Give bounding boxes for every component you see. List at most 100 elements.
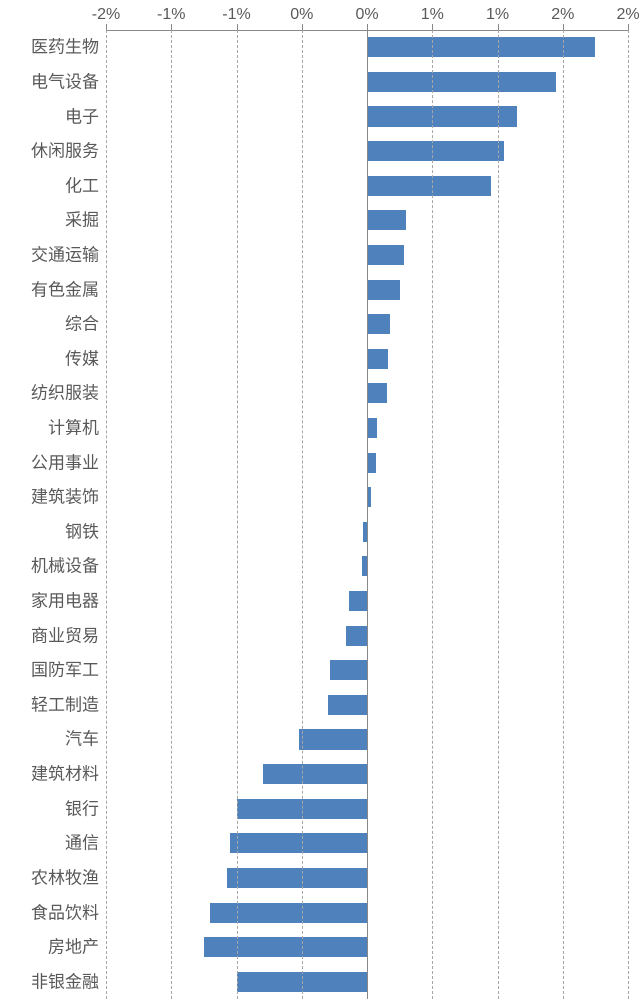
- chart-row: 非银金融: [0, 964, 640, 999]
- gridline: [106, 30, 107, 999]
- bar: [204, 937, 367, 957]
- bar: [210, 903, 367, 923]
- category-label: 农林牧渔: [31, 869, 99, 886]
- bar: [227, 868, 367, 888]
- bar: [230, 833, 367, 853]
- bar: [263, 764, 367, 784]
- x-axis-tick-label: 1%: [486, 6, 509, 24]
- x-axis-tick-label: -1%: [157, 6, 185, 24]
- chart-row: 纺织服装: [0, 376, 640, 411]
- chart-row: 家用电器: [0, 584, 640, 619]
- category-label: 钢铁: [65, 523, 99, 540]
- bar: [367, 176, 491, 196]
- bar: [367, 141, 504, 161]
- chart-row: 计算机: [0, 411, 640, 446]
- x-axis-tick-label: 1%: [421, 6, 444, 24]
- chart-row: 建筑材料: [0, 757, 640, 792]
- chart-row: 化工: [0, 168, 640, 203]
- chart-row: 农林牧渔: [0, 861, 640, 896]
- bar: [349, 591, 367, 611]
- x-axis-tick-label: -2%: [92, 6, 120, 24]
- chart-rows: 医药生物电气设备电子休闲服务化工采掘交通运输有色金属综合传媒纺织服装计算机公用事…: [0, 30, 640, 999]
- chart-row: 钢铁: [0, 515, 640, 550]
- plot-area: 医药生物电气设备电子休闲服务化工采掘交通运输有色金属综合传媒纺织服装计算机公用事…: [0, 30, 640, 999]
- category-label: 医药生物: [31, 39, 99, 56]
- chart-row: 传媒: [0, 341, 640, 376]
- gridline: [498, 30, 499, 999]
- bar: [346, 626, 367, 646]
- category-label: 轻工制造: [31, 696, 99, 713]
- x-axis-tick-label: 2%: [616, 6, 639, 24]
- bar: [367, 418, 377, 438]
- gridline: [432, 30, 433, 999]
- gridline: [563, 30, 564, 999]
- gridline: [302, 30, 303, 999]
- chart-row: 国防军工: [0, 653, 640, 688]
- chart-row: 机械设备: [0, 549, 640, 584]
- chart-row: 综合: [0, 307, 640, 342]
- bar: [367, 383, 387, 403]
- zero-axis-line: [367, 30, 368, 999]
- chart-row: 电子: [0, 99, 640, 134]
- chart-row: 通信: [0, 826, 640, 861]
- gridline: [628, 30, 629, 999]
- bar: [367, 106, 517, 126]
- category-label: 银行: [65, 800, 99, 817]
- category-label: 建筑材料: [31, 766, 99, 783]
- category-label: 国防军工: [31, 662, 99, 679]
- chart-row: 建筑装饰: [0, 480, 640, 515]
- gridline: [171, 30, 172, 999]
- x-axis-tick-label: 0%: [290, 6, 313, 24]
- bar: [367, 453, 376, 473]
- category-label: 有色金属: [31, 281, 99, 298]
- category-label: 家用电器: [31, 593, 99, 610]
- bar: [328, 695, 367, 715]
- category-label: 化工: [65, 177, 99, 194]
- chart-row: 食品饮料: [0, 895, 640, 930]
- category-label: 通信: [65, 835, 99, 852]
- category-label: 机械设备: [31, 558, 99, 575]
- bar: [367, 72, 556, 92]
- chart-row: 银行: [0, 791, 640, 826]
- category-label: 公用事业: [31, 454, 99, 471]
- bar: [367, 314, 390, 334]
- chart-row: 电气设备: [0, 65, 640, 100]
- category-label: 传媒: [65, 350, 99, 367]
- x-axis-tick-label: 2%: [551, 6, 574, 24]
- category-label: 交通运输: [31, 246, 99, 263]
- category-label: 纺织服装: [31, 385, 99, 402]
- chart-row: 采掘: [0, 203, 640, 238]
- chart-row: 轻工制造: [0, 688, 640, 723]
- bar: [367, 280, 400, 300]
- category-label: 商业贸易: [31, 627, 99, 644]
- category-label: 休闲服务: [31, 143, 99, 160]
- x-axis-tick-label: -1%: [222, 6, 250, 24]
- x-axis-tick-label: 0%: [355, 6, 378, 24]
- category-label: 汽车: [65, 731, 99, 748]
- gridline: [237, 30, 238, 999]
- category-label: 电气设备: [31, 73, 99, 90]
- category-label: 建筑装饰: [31, 489, 99, 506]
- bar: [299, 729, 367, 749]
- chart-row: 交通运输: [0, 238, 640, 273]
- chart-row: 汽车: [0, 722, 640, 757]
- category-label: 综合: [65, 316, 99, 333]
- category-label: 食品饮料: [31, 904, 99, 921]
- chart-row: 休闲服务: [0, 134, 640, 169]
- chart-row: 商业贸易: [0, 618, 640, 653]
- bar: [367, 245, 404, 265]
- chart-row: 医药生物: [0, 30, 640, 65]
- bar: [367, 349, 388, 369]
- sector-deviation-bar-chart: -2% -1% -1% 0% 0% 1% 1% 2% 2% 医药生物电气设备电子休闲服务化工采掘…: [0, 0, 640, 1007]
- bar: [367, 37, 595, 57]
- bar: [330, 660, 367, 680]
- category-label: 电子: [65, 108, 99, 125]
- category-label: 非银金融: [31, 973, 99, 990]
- x-axis-labels-container: -2% -1% -1% 0% 0% 1% 1% 2% 2%: [0, 0, 640, 30]
- category-label: 采掘: [65, 212, 99, 229]
- chart-row: 房地产: [0, 930, 640, 965]
- chart-row: 有色金属: [0, 272, 640, 307]
- category-label: 计算机: [48, 420, 99, 437]
- bar: [367, 210, 406, 230]
- chart-row: 公用事业: [0, 445, 640, 480]
